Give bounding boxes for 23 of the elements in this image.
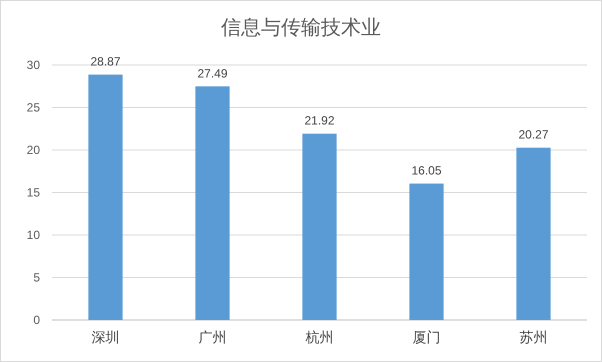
y-tick-label: 20	[26, 143, 40, 157]
x-tick-label: 苏州	[520, 329, 548, 345]
y-tick-label: 30	[26, 58, 40, 72]
bar	[88, 74, 123, 320]
chart-title: 信息与传输技术业	[221, 17, 381, 39]
y-tick-label: 10	[26, 228, 40, 242]
data-label: 16.05	[411, 164, 442, 178]
data-label: 20.27	[518, 128, 549, 142]
bar	[516, 148, 551, 320]
bar	[195, 86, 230, 320]
x-tick-label: 广州	[198, 329, 226, 345]
y-tick-label: 25	[26, 100, 40, 114]
bar	[302, 134, 337, 320]
y-tick-label: 15	[26, 186, 40, 200]
data-label: 27.49	[197, 66, 228, 80]
y-tick-label: 0	[33, 313, 40, 327]
x-tick-label: 深圳	[92, 329, 120, 345]
x-tick-label: 杭州	[304, 329, 334, 345]
data-label: 21.92	[304, 114, 335, 128]
data-label: 28.87	[90, 54, 121, 69]
x-tick-label: 厦门	[412, 329, 440, 345]
bar	[409, 184, 444, 320]
y-tick-label: 5	[33, 270, 40, 284]
